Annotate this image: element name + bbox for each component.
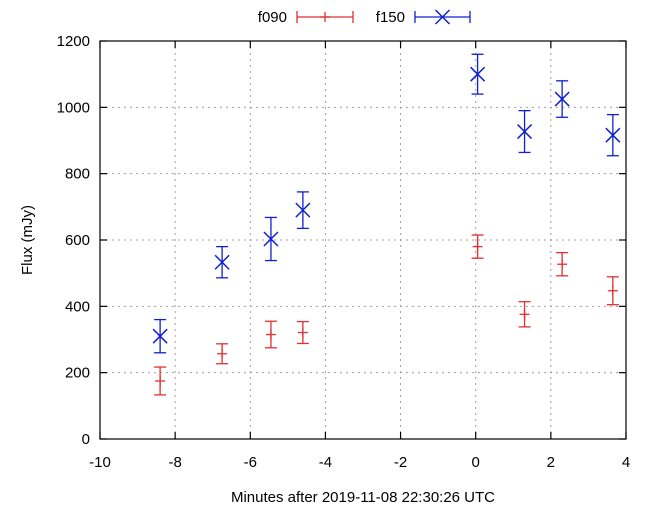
- x-tick-label: 0: [472, 454, 480, 471]
- y-tick-label: 400: [65, 298, 90, 315]
- data-point-f090-6: [556, 251, 569, 277]
- x-tick-label: -6: [244, 454, 257, 471]
- cross-marker-b: [554, 91, 570, 107]
- cross-marker-b: [214, 254, 230, 270]
- x-tick-label: -2: [394, 454, 407, 471]
- data-point-f150-1: [214, 245, 230, 279]
- y-tick-label: 800: [65, 166, 90, 183]
- y-tick-label: 1000: [57, 99, 90, 116]
- data-point-f150-4: [470, 53, 486, 95]
- cross-marker-b: [263, 231, 279, 247]
- x-tick-label: -4: [319, 454, 332, 471]
- y-tick-label: 200: [65, 365, 90, 382]
- x-tick-label: 2: [547, 454, 555, 471]
- data-point-f150-2: [263, 216, 279, 262]
- x-tick-label: -8: [168, 454, 181, 471]
- cross-marker-b: [152, 328, 168, 344]
- data-point-f150-6: [554, 80, 570, 118]
- cross-marker-b: [605, 127, 621, 143]
- data-point-f090-0: [154, 366, 167, 396]
- cross-marker-b: [295, 202, 311, 218]
- legend-entry-f150: f150: [376, 9, 471, 26]
- axis-ticks: -10 -8 -6 -4 -2 0 2 4 0 200 400 600 800 1000 1200: [57, 33, 631, 471]
- y-tick-label: 600: [65, 232, 90, 249]
- data-point-f150-7: [605, 113, 621, 157]
- data-point-f090-2: [264, 320, 277, 349]
- series-f090: [154, 234, 619, 396]
- legend-entry-f090: f090: [258, 9, 354, 26]
- legend-label: f090: [258, 9, 287, 26]
- series-f150: [152, 53, 621, 354]
- x-tick-label: -10: [89, 454, 111, 471]
- y-tick-label: 1200: [57, 33, 90, 50]
- y-axis-label: Flux (mJy): [19, 205, 36, 275]
- cross-marker-b: [470, 66, 486, 82]
- data-point-f090-5: [518, 301, 531, 328]
- cross-marker-b: [517, 124, 533, 140]
- data-point-f150-0: [152, 318, 168, 354]
- y-tick-label: 0: [82, 431, 90, 448]
- data-point-f150-5: [517, 110, 533, 154]
- data-point-f150-3: [295, 191, 311, 230]
- data-point-f090-4: [471, 234, 484, 259]
- data-point-f090-7: [606, 276, 619, 306]
- legend-label: f150: [376, 9, 405, 26]
- cross-marker-b: [434, 9, 451, 25]
- legend: f090 f150: [258, 9, 471, 26]
- grid: [100, 41, 626, 439]
- x-axis-label: Minutes after 2019-11-08 22:30:26 UTC: [231, 489, 495, 506]
- data-point-f090-3: [296, 320, 309, 345]
- data-point-f090-1: [216, 343, 229, 365]
- data-points: [152, 53, 621, 396]
- x-tick-label: 4: [622, 454, 630, 471]
